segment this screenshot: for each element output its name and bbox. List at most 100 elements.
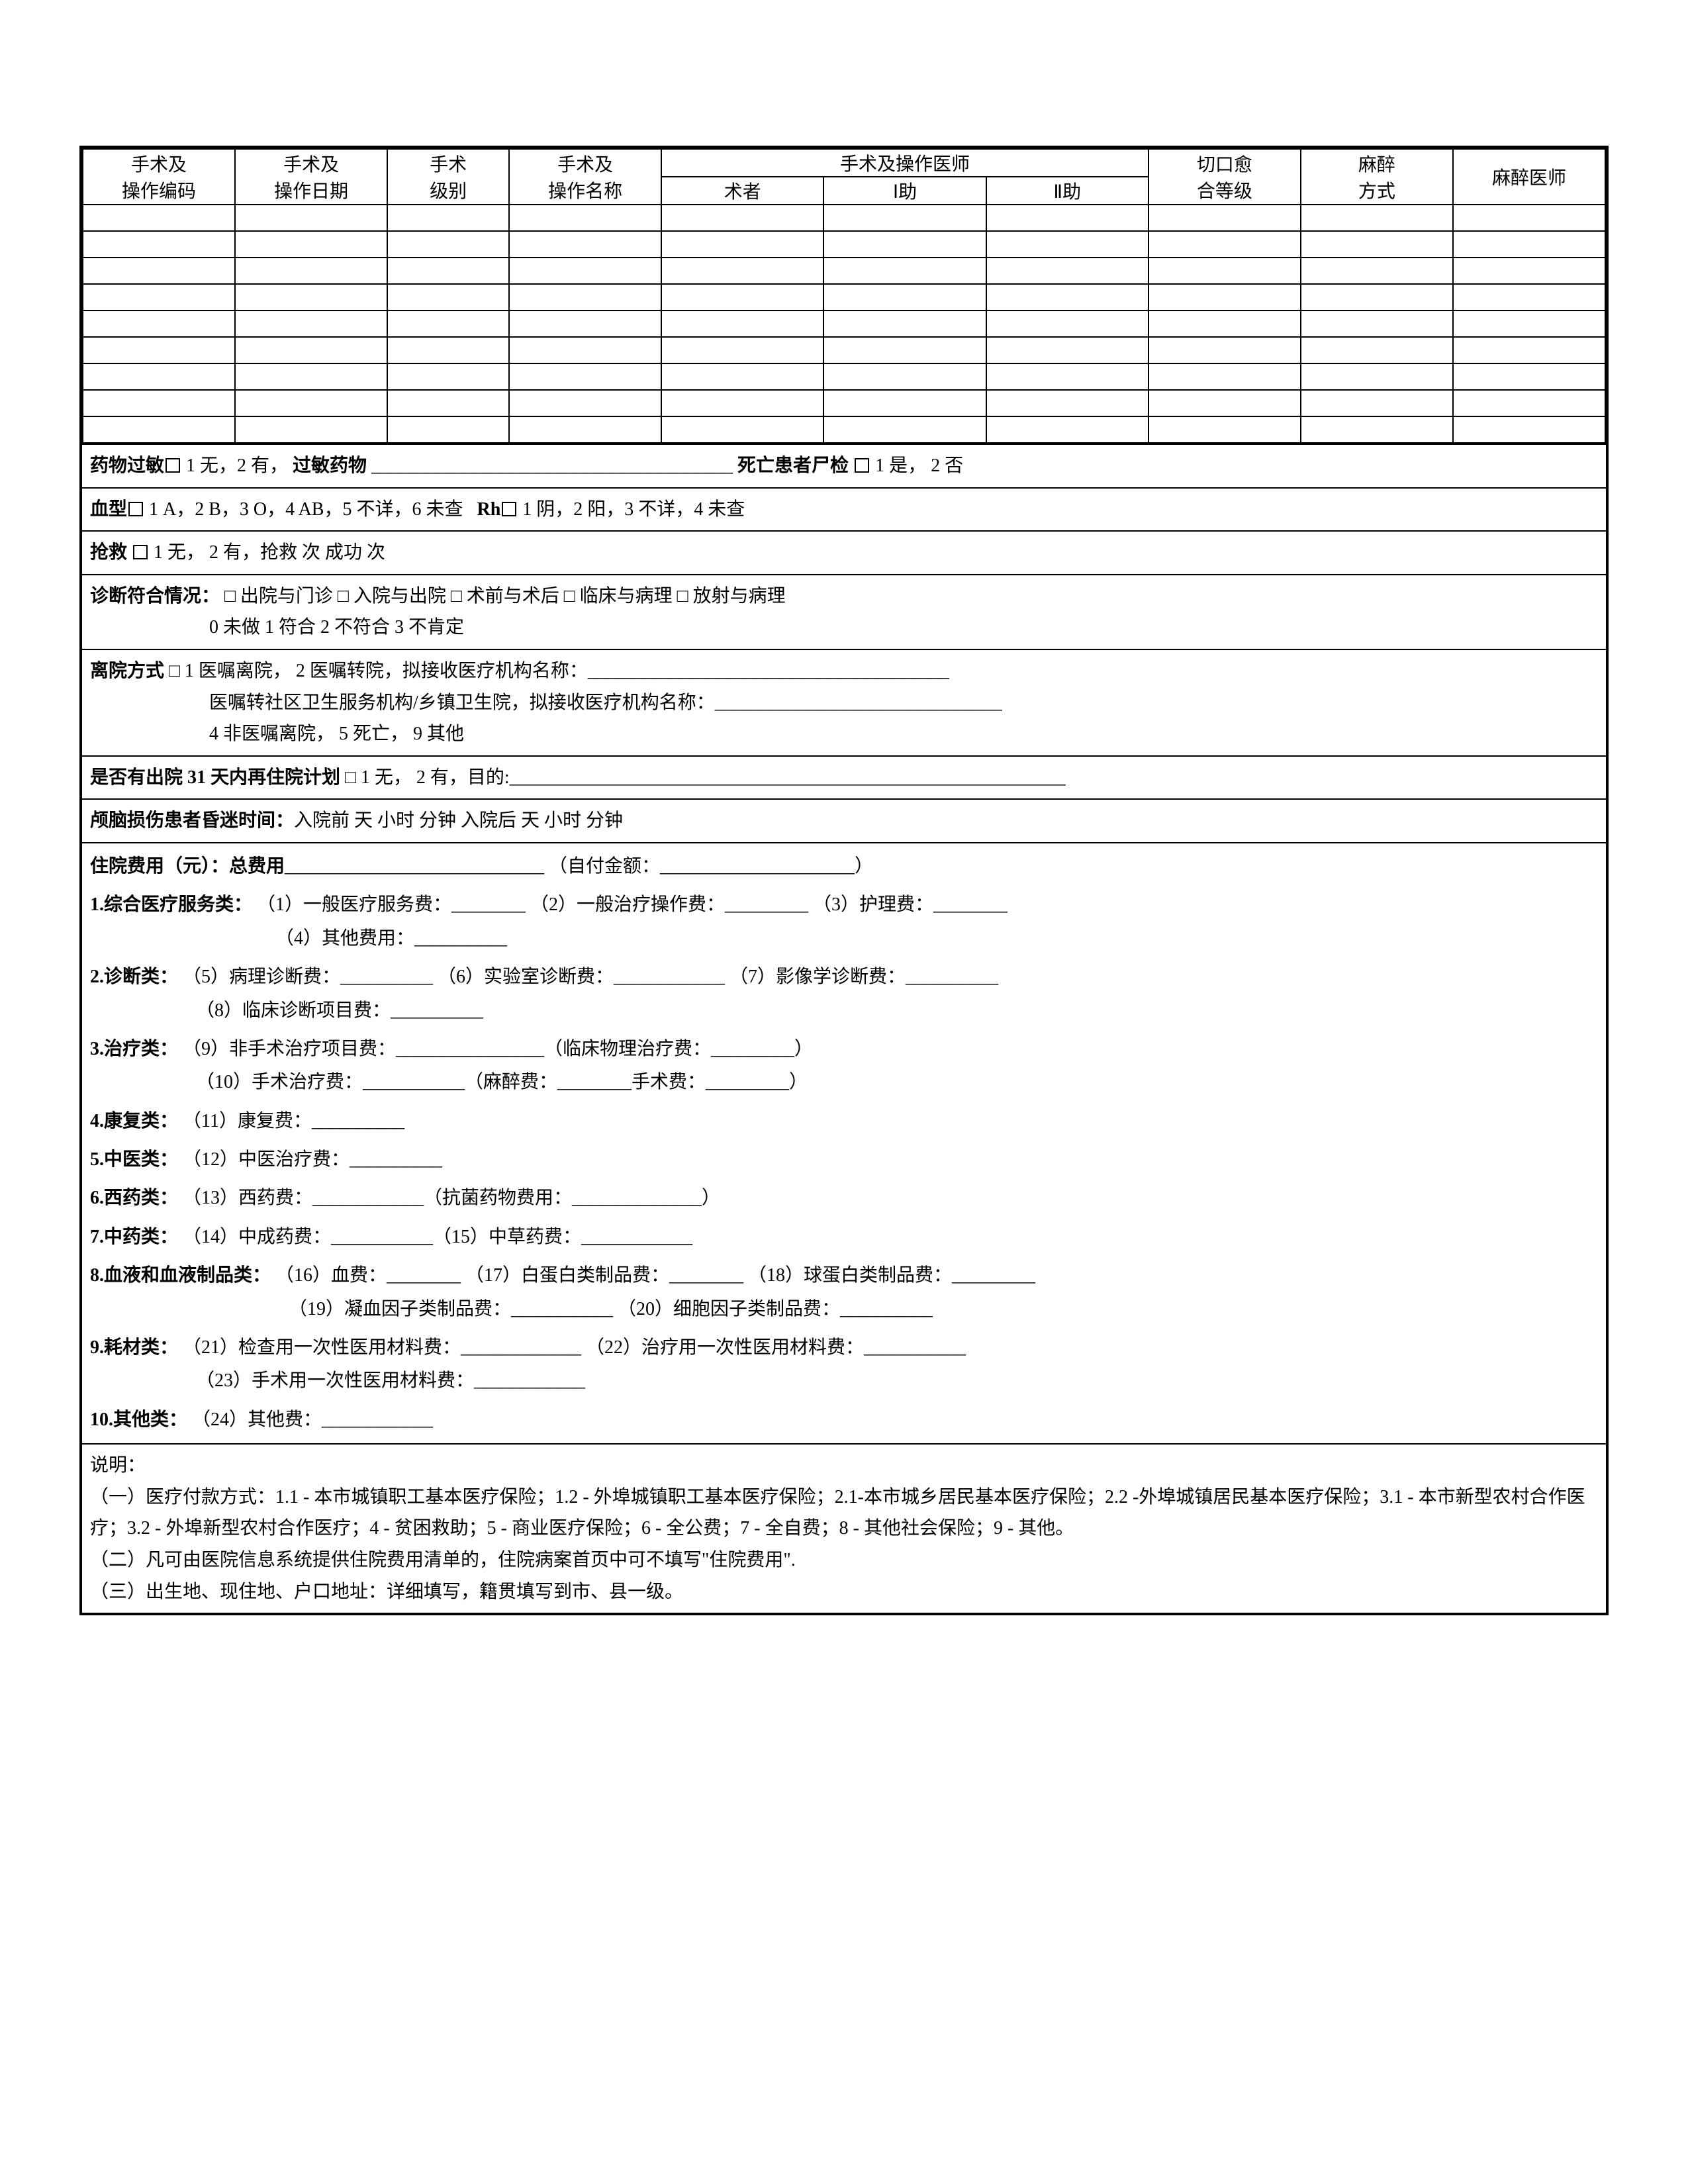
table-cell[interactable] <box>387 284 509 310</box>
table-cell[interactable] <box>1453 310 1605 337</box>
blood-checkbox[interactable] <box>128 502 143 516</box>
table-cell[interactable] <box>1301 205 1453 231</box>
cat4-i11: （11）康复费：__________ <box>183 1111 404 1131</box>
table-cell[interactable] <box>83 390 235 416</box>
table-cell[interactable] <box>509 310 661 337</box>
table-cell[interactable] <box>986 337 1149 363</box>
autopsy-checkbox[interactable] <box>855 458 869 473</box>
table-cell[interactable] <box>387 258 509 284</box>
table-cell[interactable] <box>661 363 823 390</box>
table-cell[interactable] <box>83 284 235 310</box>
table-cell[interactable] <box>83 258 235 284</box>
table-cell[interactable] <box>1149 390 1301 416</box>
table-cell[interactable] <box>1149 416 1301 443</box>
allergy-drugs-line[interactable]: _______________________________________ <box>371 455 733 476</box>
table-cell[interactable] <box>986 416 1149 443</box>
table-cell[interactable] <box>661 231 823 258</box>
table-cell[interactable] <box>83 310 235 337</box>
table-cell[interactable] <box>387 390 509 416</box>
table-cell[interactable] <box>387 310 509 337</box>
table-cell[interactable] <box>509 205 661 231</box>
table-cell[interactable] <box>235 258 387 284</box>
rescue-checkbox[interactable] <box>133 545 148 559</box>
table-cell[interactable] <box>661 258 823 284</box>
table-cell[interactable] <box>661 284 823 310</box>
table-cell[interactable] <box>986 205 1149 231</box>
table-cell[interactable] <box>1149 337 1301 363</box>
table-cell[interactable] <box>1301 390 1453 416</box>
table-cell[interactable] <box>823 416 986 443</box>
table-cell[interactable] <box>509 363 661 390</box>
table-cell[interactable] <box>661 205 823 231</box>
table-cell[interactable] <box>235 310 387 337</box>
table-cell[interactable] <box>661 416 823 443</box>
table-cell[interactable] <box>235 205 387 231</box>
table-cell[interactable] <box>986 310 1149 337</box>
table-cell[interactable] <box>1453 416 1605 443</box>
table-cell[interactable] <box>1453 205 1605 231</box>
table-cell[interactable] <box>823 231 986 258</box>
table-cell[interactable] <box>986 284 1149 310</box>
table-cell[interactable] <box>235 390 387 416</box>
table-cell[interactable] <box>1453 363 1605 390</box>
table-cell[interactable] <box>823 258 986 284</box>
table-cell[interactable] <box>1301 337 1453 363</box>
table-cell[interactable] <box>235 337 387 363</box>
fees-self-line[interactable]: _____________________ <box>660 856 855 877</box>
table-cell[interactable] <box>1301 416 1453 443</box>
table-cell[interactable] <box>1301 258 1453 284</box>
table-cell[interactable] <box>661 337 823 363</box>
table-cell[interactable] <box>387 363 509 390</box>
table-cell[interactable] <box>387 205 509 231</box>
table-cell[interactable] <box>1149 258 1301 284</box>
table-cell[interactable] <box>986 258 1149 284</box>
table-cell[interactable] <box>83 231 235 258</box>
table-cell[interactable] <box>83 416 235 443</box>
table-cell[interactable] <box>661 390 823 416</box>
table-cell[interactable] <box>986 390 1149 416</box>
table-cell[interactable] <box>509 284 661 310</box>
table-cell[interactable] <box>823 310 986 337</box>
table-cell[interactable] <box>235 416 387 443</box>
table-cell[interactable] <box>823 337 986 363</box>
table-cell[interactable] <box>83 337 235 363</box>
table-cell[interactable] <box>1149 205 1301 231</box>
table-cell[interactable] <box>1453 337 1605 363</box>
table-cell[interactable] <box>83 363 235 390</box>
rh-checkbox[interactable] <box>502 502 516 516</box>
table-cell[interactable] <box>823 205 986 231</box>
allergy-checkbox[interactable] <box>165 458 180 473</box>
table-cell[interactable] <box>986 363 1149 390</box>
table-cell[interactable] <box>1301 231 1453 258</box>
rescue-line: 1 无， 2 有，抢救 次 成功 次 <box>149 542 385 563</box>
table-cell[interactable] <box>509 416 661 443</box>
table-cell[interactable] <box>83 205 235 231</box>
table-cell[interactable] <box>1149 284 1301 310</box>
table-cell[interactable] <box>387 231 509 258</box>
table-cell[interactable] <box>1453 258 1605 284</box>
table-cell[interactable] <box>1301 310 1453 337</box>
table-cell[interactable] <box>986 231 1149 258</box>
table-cell[interactable] <box>1149 363 1301 390</box>
table-cell[interactable] <box>235 284 387 310</box>
table-cell[interactable] <box>1453 284 1605 310</box>
table-cell[interactable] <box>509 390 661 416</box>
table-cell[interactable] <box>823 390 986 416</box>
table-cell[interactable] <box>1453 231 1605 258</box>
table-cell[interactable] <box>387 416 509 443</box>
table-cell[interactable] <box>509 258 661 284</box>
table-cell[interactable] <box>509 337 661 363</box>
table-cell[interactable] <box>387 337 509 363</box>
table-cell[interactable] <box>1301 363 1453 390</box>
table-cell[interactable] <box>235 231 387 258</box>
table-cell[interactable] <box>1149 310 1301 337</box>
table-cell[interactable] <box>823 363 986 390</box>
fees-total-line[interactable]: ____________________________ <box>285 856 544 877</box>
table-cell[interactable] <box>823 284 986 310</box>
table-cell[interactable] <box>1301 284 1453 310</box>
table-cell[interactable] <box>509 231 661 258</box>
table-cell[interactable] <box>235 363 387 390</box>
table-cell[interactable] <box>1149 231 1301 258</box>
table-cell[interactable] <box>661 310 823 337</box>
table-cell[interactable] <box>1453 390 1605 416</box>
